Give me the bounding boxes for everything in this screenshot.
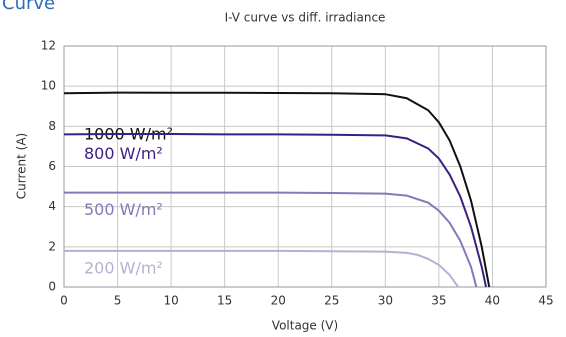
- plot-border: [63, 45, 547, 288]
- x-tick-label: 20: [271, 294, 286, 308]
- x-tick-label: 25: [324, 294, 339, 308]
- x-tick-label: 5: [114, 294, 122, 308]
- series-line: [63, 132, 487, 288]
- series-label: 500 W/m²: [84, 200, 163, 219]
- x-tick-label: 15: [217, 294, 232, 308]
- y-tick-label: 4: [48, 199, 56, 213]
- x-axis-label: Voltage (V): [272, 319, 338, 333]
- x-tick-label: 0: [60, 294, 68, 308]
- y-tick-label: 0: [48, 280, 56, 294]
- x-tick-label: 45: [538, 294, 553, 308]
- y-tick-label: 2: [48, 239, 56, 253]
- x-tick-label: 40: [485, 294, 500, 308]
- y-axis-label: Current (A): [15, 133, 29, 199]
- series-label: 200 W/m²: [84, 258, 163, 277]
- series-line: [64, 249, 459, 288]
- y-tick-label: 6: [48, 159, 56, 173]
- y-tick-label: 8: [48, 119, 56, 133]
- x-tick-label: 10: [163, 294, 178, 308]
- x-tick-label: 35: [431, 294, 446, 308]
- series-line: [63, 91, 491, 288]
- series-line: [64, 191, 478, 288]
- y-tick-label: 10: [41, 79, 56, 93]
- chart-title: I-V curve vs diff. irradiance: [225, 11, 386, 25]
- series-label: 800 W/m²: [84, 144, 163, 163]
- x-tick-label: 30: [378, 294, 393, 308]
- header: Curve: [2, 0, 55, 14]
- y-tick-label: 12: [41, 39, 56, 53]
